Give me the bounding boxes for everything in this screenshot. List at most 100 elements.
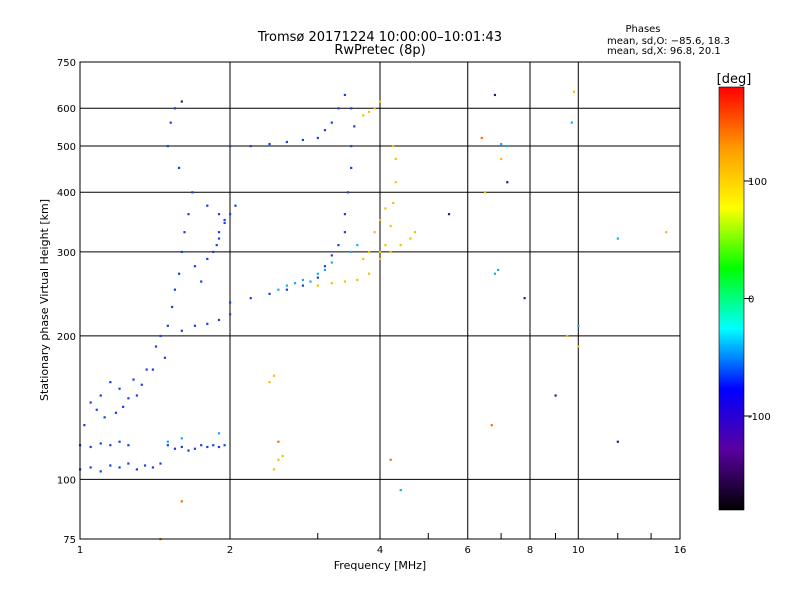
data-point — [109, 464, 112, 467]
data-point — [379, 218, 382, 222]
x-tick-label: 8 — [527, 545, 533, 556]
y-tick-label: 100 — [57, 475, 76, 486]
data-point — [394, 181, 397, 184]
data-point — [409, 237, 412, 240]
data-point — [217, 237, 221, 240]
y-tick-label: 75 — [63, 535, 76, 546]
data-point — [191, 191, 194, 194]
chart-subtitle: RwPretec (8p) — [334, 43, 425, 58]
data-point — [301, 278, 305, 282]
data-point — [389, 458, 392, 461]
data-point — [268, 381, 271, 384]
data-point — [665, 231, 668, 234]
data-point — [159, 334, 162, 338]
data-point — [399, 244, 402, 247]
data-point — [350, 250, 353, 254]
data-point — [215, 244, 218, 247]
data-point — [171, 305, 174, 309]
data-point — [217, 231, 221, 234]
data-point — [99, 470, 102, 473]
data-point — [309, 280, 312, 283]
data-point — [99, 394, 102, 397]
data-point — [350, 144, 353, 148]
data-point — [316, 276, 319, 279]
data-point — [301, 138, 305, 142]
data-point — [127, 397, 130, 400]
data-point — [223, 221, 226, 225]
data-point — [206, 257, 209, 261]
data-point — [151, 466, 155, 469]
y-tick-label: 200 — [57, 332, 76, 343]
data-point — [362, 114, 365, 117]
data-point — [480, 136, 483, 140]
phase-stats-heading: Phases — [625, 24, 660, 35]
x-tick-label: 16 — [674, 545, 687, 556]
y-tick-label: 300 — [57, 248, 76, 259]
data-point — [180, 437, 183, 440]
data-point — [330, 261, 333, 264]
data-point — [200, 280, 203, 283]
data-point — [127, 462, 130, 465]
data-point — [367, 110, 371, 113]
data-point — [337, 244, 340, 247]
data-point — [616, 440, 619, 443]
data-point — [323, 129, 327, 132]
data-point — [140, 383, 143, 386]
data-point — [249, 297, 252, 300]
data-point — [367, 272, 371, 275]
data-point — [493, 272, 497, 275]
data-point — [159, 462, 162, 465]
data-point — [166, 444, 169, 447]
data-point — [103, 416, 106, 419]
data-point — [118, 387, 121, 390]
y-axis-ticks: 75 100 200 300 400 500 600 750 — [57, 58, 76, 546]
data-point — [118, 440, 121, 443]
y-tick-label: 600 — [57, 104, 76, 115]
data-point — [356, 244, 359, 247]
chart-title: Tromsø 20171224 10:00:00–10:01:43 — [257, 30, 502, 45]
data-point — [293, 282, 297, 285]
data-point — [122, 405, 125, 408]
data-point — [337, 107, 340, 110]
data-point — [212, 444, 215, 447]
data-point — [180, 445, 183, 449]
data-point — [384, 207, 387, 210]
data-point — [169, 121, 172, 124]
data-point — [399, 489, 402, 492]
data-point — [285, 284, 288, 287]
x-tick-label: 10 — [572, 545, 585, 556]
data-point — [229, 301, 232, 304]
data-point — [343, 93, 347, 97]
x-axis-ticks: 1 2 4 6 8 10 16 — [77, 533, 687, 556]
data-point — [114, 411, 118, 414]
data-point — [229, 313, 232, 316]
data-point — [616, 237, 619, 240]
data-point — [83, 424, 86, 427]
data-point — [281, 454, 284, 458]
data-point — [234, 204, 237, 207]
data-point — [330, 282, 333, 285]
data-point — [183, 231, 186, 234]
data-point — [570, 121, 573, 124]
data-point — [285, 288, 288, 291]
data-point — [362, 257, 365, 261]
data-point — [217, 432, 221, 435]
data-point — [193, 447, 197, 450]
data-point — [127, 444, 130, 447]
data-point — [193, 324, 197, 327]
plot-frame — [79, 61, 681, 540]
data-point — [217, 318, 221, 322]
data-point — [177, 166, 181, 170]
data-point — [223, 444, 226, 447]
data-point — [392, 144, 395, 148]
data-point — [353, 125, 356, 128]
data-point — [572, 90, 576, 93]
data-point — [523, 297, 526, 300]
x-tick-label: 6 — [465, 545, 471, 556]
data-point — [413, 231, 417, 234]
data-point — [89, 445, 92, 449]
data-point — [193, 265, 197, 268]
data-point — [496, 268, 500, 272]
data-point — [316, 272, 319, 275]
